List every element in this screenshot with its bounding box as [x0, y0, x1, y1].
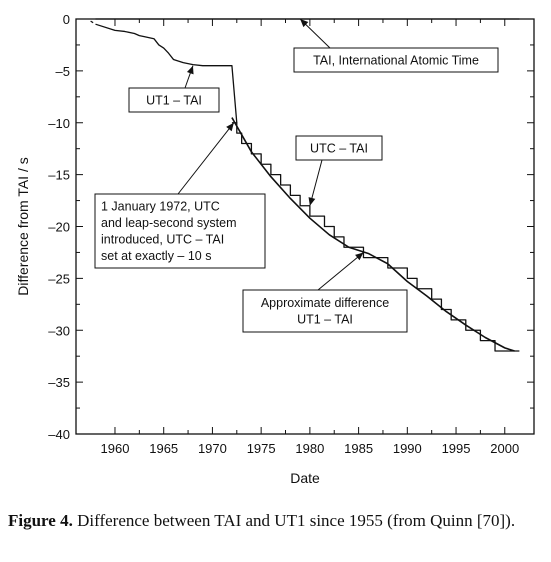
x-tick-label: 1975: [247, 441, 276, 456]
x-tick-label: 1960: [101, 441, 130, 456]
annotation-text: UT1 – TAI: [146, 93, 202, 107]
annotation-arrowhead: [308, 197, 316, 206]
y-tick-label: 0: [63, 12, 70, 27]
x-tick-label: 1995: [442, 441, 471, 456]
annotation-text: TAI, International Atomic Time: [313, 53, 479, 67]
annotation-ut1-tai: UT1 – TAI: [128, 65, 220, 113]
figure-caption-text: Difference between TAI and UT1 since 195…: [72, 511, 516, 530]
annotation-text: 1 January 1972, UTC: [101, 200, 220, 214]
ut1-tai-series-line: [95, 23, 238, 123]
annotation-leader: [317, 252, 364, 291]
y-tick-label: –30: [48, 323, 70, 338]
figure-caption-label: Figure 4.: [8, 511, 73, 530]
annotation-box: [242, 289, 408, 333]
annotation-text: UT1 – TAI: [297, 313, 353, 327]
annotation-text: set at exactly – 10 s: [101, 249, 211, 263]
annotation-arrowhead: [226, 122, 234, 132]
annotation-1972: 1 January 1972, UTC and leap-second syste…: [94, 122, 266, 269]
annotation-box: [128, 87, 220, 113]
annotation-box: [295, 135, 383, 161]
annotation-arrowhead: [186, 65, 194, 75]
approx-ut1-tai-line: [231, 117, 515, 352]
y-tick-label: –10: [48, 116, 70, 131]
x-tick-label: 1970: [198, 441, 227, 456]
x-tick-label: 1985: [344, 441, 373, 456]
annotation-text: and leap-second system: [101, 216, 237, 230]
annotation-leader: [177, 122, 235, 195]
annotation-box: [293, 47, 499, 73]
figure-caption: Figure 4. Difference between TAI and UT1…: [8, 510, 543, 531]
annotation-text: Approximate difference: [261, 296, 389, 310]
x-tick-label: 1990: [393, 441, 422, 456]
x-tick-label: 1980: [295, 441, 324, 456]
annotation-arrowhead: [300, 19, 309, 28]
y-tick-label: –25: [48, 271, 70, 286]
y-tick-label: –5: [56, 64, 70, 79]
y-tick-label: –40: [48, 427, 70, 442]
y-axis-title: Difference from TAI / s: [15, 157, 31, 296]
y-tick-label: –15: [48, 168, 70, 183]
x-tick-label: 1965: [149, 441, 178, 456]
annotation-approx: Approximate difference UT1 – TAI: [242, 252, 408, 333]
annotation-box: [94, 193, 266, 269]
y-tick-label: –20: [48, 220, 70, 235]
x-tick-label: 2000: [490, 441, 519, 456]
annotation-text: UTC – TAI: [310, 141, 368, 155]
annotation-text: introduced, UTC – TAI: [101, 233, 224, 247]
annotation-tai: TAI, International Atomic Time: [293, 18, 499, 73]
chart: 1960 1965 1970 1975 1980 1985 1990 1995 2000 0 –5 –…: [15, 12, 535, 486]
y-tick-label: –35: [48, 375, 70, 390]
x-axis-title: Date: [290, 470, 320, 486]
annotation-utc-tai: UTC – TAI: [295, 135, 383, 206]
annotation-arrowhead: [355, 252, 364, 261]
early-dashed-segment: [90, 20, 96, 25]
